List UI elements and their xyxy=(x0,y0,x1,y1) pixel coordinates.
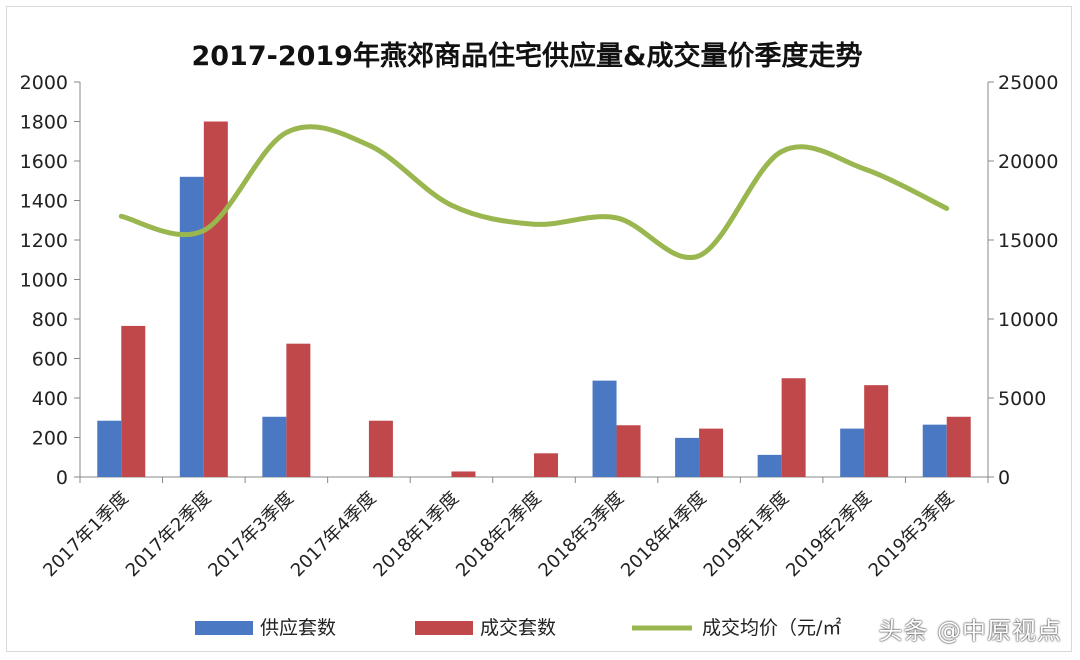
legend-swatch-deals xyxy=(415,621,473,635)
price-line xyxy=(118,124,950,261)
watermark: 头条 @中原视点 xyxy=(878,617,1062,645)
right-tick-label: 20000 xyxy=(998,151,1058,173)
right-tick-label: 5000 xyxy=(998,388,1046,410)
bar-deals xyxy=(368,420,393,477)
bar-supply xyxy=(922,424,947,477)
category-label: 2018年1季度 xyxy=(369,488,463,582)
bar-supply xyxy=(179,176,204,478)
bar-deals xyxy=(781,378,806,477)
left-tick-label: 1000 xyxy=(20,270,68,292)
bars xyxy=(97,121,971,478)
category-label: 2017年4季度 xyxy=(287,488,381,582)
bar-deals xyxy=(203,121,228,477)
left-tick-label: 200 xyxy=(32,428,68,450)
category-label: 2018年2季度 xyxy=(452,488,546,582)
right-tick-label: 15000 xyxy=(998,230,1058,252)
legend-label-price: 成交均价（元/㎡ xyxy=(702,616,841,639)
left-tick-label: 1600 xyxy=(20,151,68,173)
category-label: 2019年3季度 xyxy=(865,488,959,582)
left-tick-label: 0 xyxy=(56,467,68,489)
category-labels: 2017年1季度2017年2季度2017年3季度2017年4季度2018年1季度… xyxy=(39,488,958,582)
left-tick-label: 800 xyxy=(32,309,68,331)
bar-supply xyxy=(97,420,122,477)
axes: 0200400600800100012001400160018002000050… xyxy=(20,72,1059,489)
category-label: 2017年3季度 xyxy=(204,488,298,582)
chart-title: 2017-2019年燕郊商品住宅供应量&成交量价季度走势 xyxy=(191,40,862,72)
left-tick-label: 1800 xyxy=(20,112,68,134)
category-label: 2017年1季度 xyxy=(39,488,133,582)
left-tick-label: 400 xyxy=(32,388,68,410)
left-tick-label: 600 xyxy=(32,349,68,371)
left-tick-label: 1400 xyxy=(20,191,68,213)
price-line-path xyxy=(118,124,950,261)
bar-deals xyxy=(286,343,311,477)
legend: 供应套数 成交套数 成交均价（元/㎡ xyxy=(195,616,841,639)
bar-deals xyxy=(699,428,724,477)
bar-deals xyxy=(121,325,146,477)
category-label: 2019年2季度 xyxy=(782,488,876,582)
right-tick-label: 0 xyxy=(998,467,1010,489)
category-label: 2018年3季度 xyxy=(535,488,629,582)
right-tick-label: 10000 xyxy=(998,309,1058,331)
bar-deals xyxy=(451,471,476,477)
legend-swatch-supply xyxy=(195,621,253,635)
chart-frame xyxy=(6,6,1072,652)
bar-supply xyxy=(262,416,287,477)
right-tick-label: 25000 xyxy=(998,72,1058,94)
bar-supply xyxy=(840,428,865,477)
legend-label-deals: 成交套数 xyxy=(480,617,556,639)
bar-supply xyxy=(757,454,782,477)
bar-deals xyxy=(616,425,641,477)
left-tick-label: 2000 xyxy=(20,72,68,94)
category-label: 2018年4季度 xyxy=(617,488,711,582)
bar-deals xyxy=(864,385,889,477)
legend-label-supply: 供应套数 xyxy=(260,617,336,639)
category-label: 2019年1季度 xyxy=(700,488,794,582)
bar-deals xyxy=(534,453,558,477)
category-label: 2017年2季度 xyxy=(122,488,216,582)
bar-deals xyxy=(946,416,971,477)
left-tick-label: 1200 xyxy=(20,230,68,252)
bar-supply xyxy=(592,380,617,477)
bar-supply xyxy=(675,437,700,477)
